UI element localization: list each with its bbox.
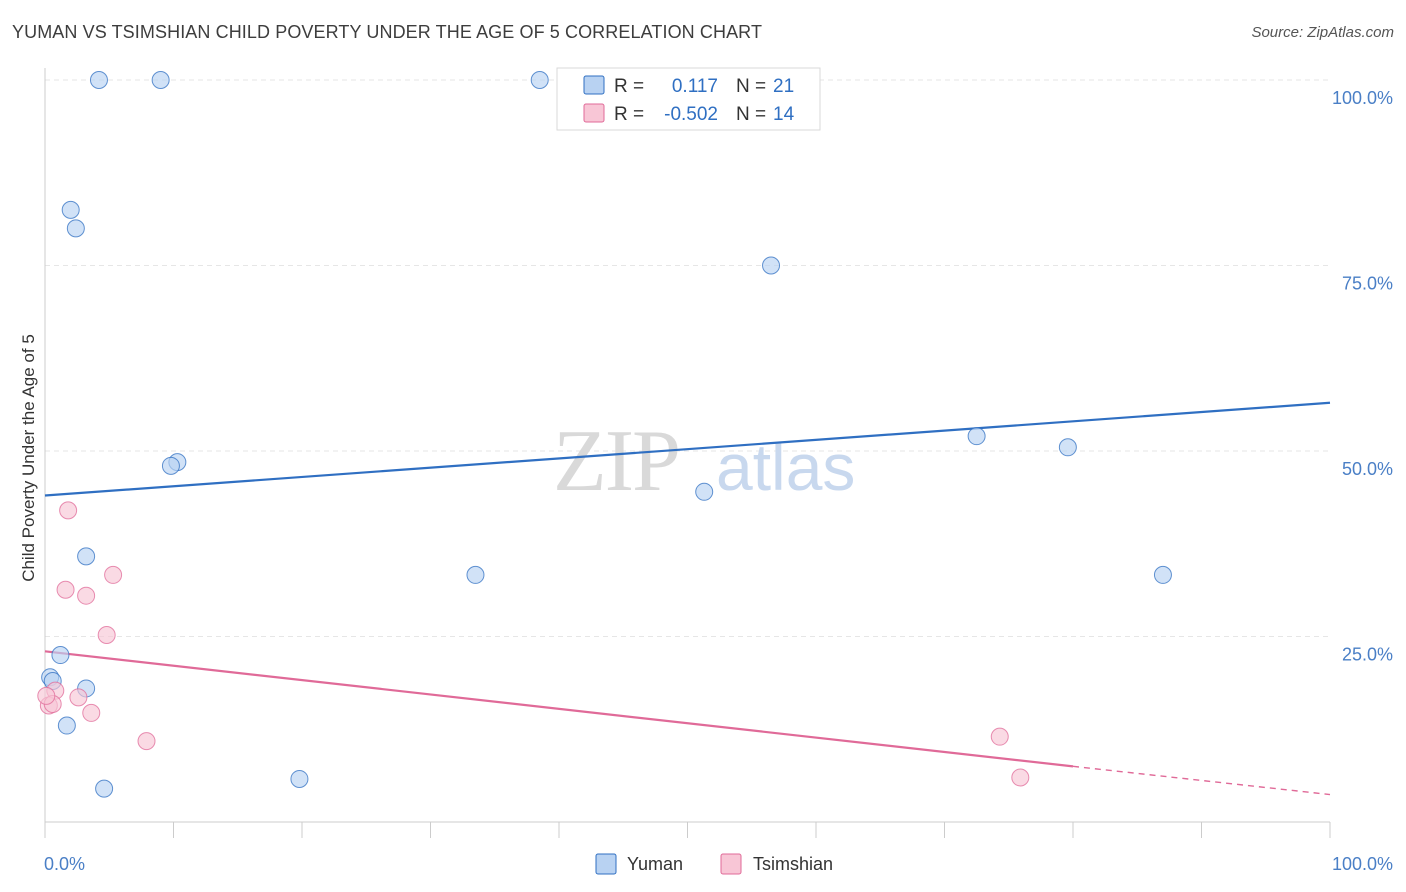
legend-swatch-tsimshian xyxy=(583,103,605,123)
point-yuman-1 xyxy=(151,71,170,89)
point-yuman-5 xyxy=(762,256,781,275)
point-yuman-9 xyxy=(1058,438,1077,457)
point-yuman-19 xyxy=(95,779,114,798)
point-yuman-3 xyxy=(61,200,80,219)
y-axis-label: Child Poverty Under the Age of 5 xyxy=(19,334,38,582)
y-tick-label-1: 50.0% xyxy=(1342,459,1393,479)
legend-r-label-yuman: R = xyxy=(614,76,644,97)
point-tsimshian-4 xyxy=(97,626,116,645)
bottom-legend-label-tsimshian: Tsimshian xyxy=(753,854,833,874)
point-yuman-2 xyxy=(530,71,549,89)
x-tick-label-1: 100.0% xyxy=(1332,854,1393,874)
bottom-legend-label-yuman: Yuman xyxy=(627,854,683,874)
ticklabel-layer: 25.0% 50.0% 75.0% 100.0% 0.0% 100.0% xyxy=(44,88,1393,874)
legend-r-value-yuman: 0.117 xyxy=(672,76,718,97)
point-yuman-11 xyxy=(466,565,485,584)
trendline-tsimshian xyxy=(44,650,1074,768)
legend-swatch-yuman xyxy=(583,75,605,95)
point-yuman-20 xyxy=(290,769,309,788)
point-tsimshian-11 xyxy=(990,727,1009,746)
point-tsimshian-0 xyxy=(59,501,78,520)
point-yuman-7 xyxy=(161,456,180,475)
point-tsimshian-9 xyxy=(82,703,101,722)
point-tsimshian-12 xyxy=(1011,768,1030,787)
point-yuman-14 xyxy=(51,646,70,665)
point-yuman-4 xyxy=(66,219,85,238)
legend-n-label-tsimshian: N = xyxy=(736,104,766,125)
legend-r-value-tsimshian: -0.502 xyxy=(664,104,718,125)
y-tick-label-0: 25.0% xyxy=(1342,645,1393,665)
legend-box: R = 0.117 N = 21 R = -0.502 N = 14 xyxy=(556,67,821,131)
point-yuman-10 xyxy=(695,482,714,501)
chart-source: Source: ZipAtlas.com xyxy=(1251,24,1394,41)
point-yuman-8 xyxy=(967,427,986,446)
chart-title: YUMAN VS TSIMSHIAN CHILD POVERTY UNDER T… xyxy=(12,22,763,42)
watermark-zip: ZIP xyxy=(553,413,679,510)
point-yuman-12 xyxy=(1153,565,1172,584)
point-yuman-0 xyxy=(89,71,108,89)
legend-n-value-tsimshian: 14 xyxy=(773,104,795,125)
points-layer xyxy=(37,71,1172,798)
point-tsimshian-6 xyxy=(69,688,88,707)
point-yuman-18 xyxy=(57,716,76,735)
bottom-legend-swatch-yuman xyxy=(595,853,617,875)
legend-n-value-yuman: 21 xyxy=(773,76,794,97)
x-tick-label-0: 0.0% xyxy=(44,854,85,874)
point-tsimshian-3 xyxy=(104,565,123,584)
bottom-legend: Yuman Tsimshian xyxy=(595,853,833,875)
point-tsimshian-10 xyxy=(137,732,156,751)
grid-layer xyxy=(45,79,1330,637)
trendline-yuman xyxy=(44,401,1331,497)
point-tsimshian-1 xyxy=(56,580,75,599)
trendline-tsimshian-extension xyxy=(1072,765,1331,796)
y-tick-label-3: 100.0% xyxy=(1332,88,1393,108)
legend-n-label-yuman: N = xyxy=(736,76,766,97)
y-tick-label-2: 75.0% xyxy=(1342,274,1393,294)
bottom-legend-swatch-tsimshian xyxy=(720,853,742,875)
point-yuman-13 xyxy=(77,547,96,566)
trend-layer xyxy=(44,401,1331,796)
point-tsimshian-13 xyxy=(37,686,56,705)
point-tsimshian-2 xyxy=(77,586,96,605)
legend-r-label-tsimshian: R = xyxy=(614,104,644,125)
